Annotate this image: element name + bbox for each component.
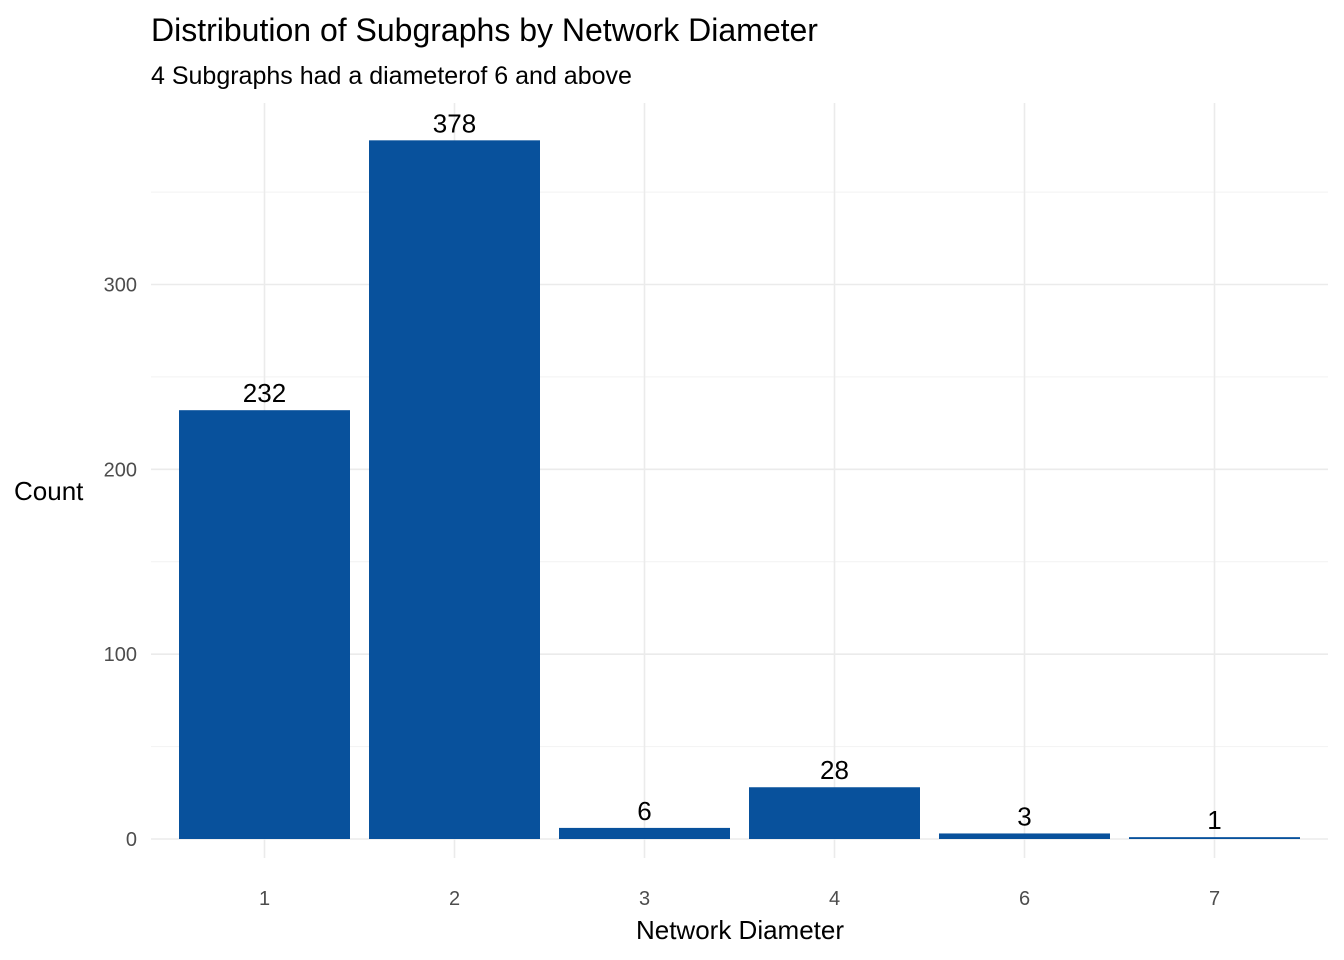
data-label-6: 3 — [1017, 801, 1031, 831]
x-tick-label-1: 1 — [259, 888, 270, 910]
bar-2 — [369, 140, 540, 839]
bars — [179, 140, 1300, 839]
x-tick-label-2: 2 — [449, 888, 460, 910]
data-label-4: 28 — [820, 755, 849, 785]
chart-title: Distribution of Subgraphs by Network Dia… — [151, 12, 818, 48]
bar-6 — [939, 833, 1110, 839]
x-axis-ticks: 1 2 3 4 6 7 — [259, 888, 1220, 910]
x-tick-label-7: 7 — [1209, 888, 1220, 910]
x-tick-label-4: 4 — [829, 888, 840, 910]
y-tick-label: 200 — [104, 459, 137, 481]
y-tick-label: 100 — [104, 644, 137, 666]
bar-4 — [749, 787, 920, 839]
y-axis-ticks: 0 100 200 300 — [104, 275, 137, 852]
data-label-7: 1 — [1207, 805, 1221, 835]
x-axis-title: Network Diameter — [636, 915, 844, 945]
data-label-2: 378 — [433, 108, 476, 138]
chart-subtitle: 4 Subgraphs had a diameterof 6 and above — [151, 62, 632, 90]
y-tick-label: 300 — [104, 275, 137, 297]
x-tick-label-6: 6 — [1019, 888, 1030, 910]
data-labels: 232 378 6 28 3 1 — [243, 108, 1222, 835]
bar-1 — [179, 410, 350, 839]
y-tick-label: 0 — [126, 829, 137, 851]
y-axis-title: Count — [14, 476, 84, 506]
x-tick-label-3: 3 — [639, 888, 650, 910]
data-label-3: 6 — [637, 796, 651, 826]
data-label-1: 232 — [243, 378, 286, 408]
bar-3 — [559, 827, 730, 839]
bar-7 — [1129, 837, 1300, 839]
